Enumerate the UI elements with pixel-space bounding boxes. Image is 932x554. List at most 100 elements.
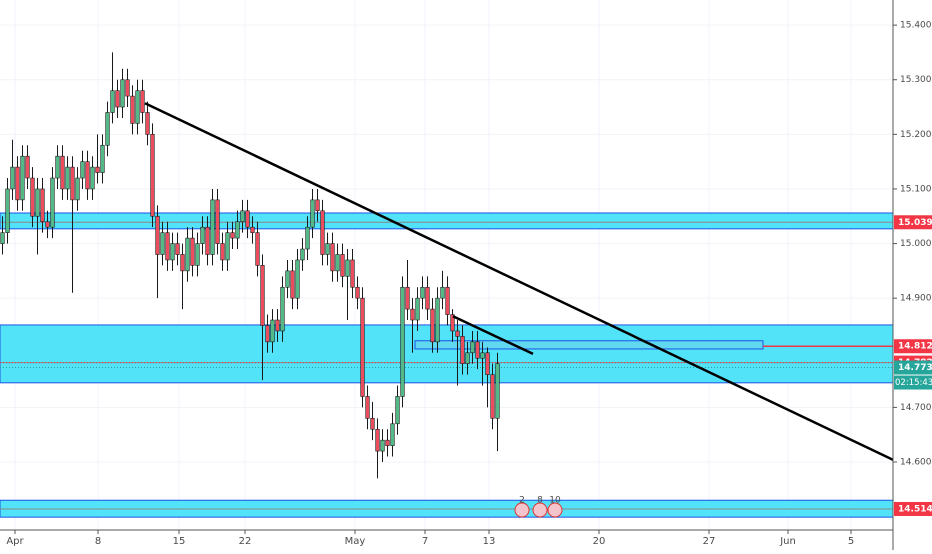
- candle-body: [380, 439, 385, 452]
- candle-body: [310, 199, 315, 228]
- candle-body: [325, 243, 330, 255]
- candle-body: [135, 90, 140, 124]
- candle-body: [440, 286, 445, 299]
- candle-body: [285, 270, 290, 288]
- event-icon: [547, 502, 563, 518]
- candle-body: [200, 226, 205, 244]
- candle-body: [480, 352, 485, 359]
- candle-body: [165, 232, 170, 261]
- y-tick-label: 15.000: [900, 239, 932, 249]
- candle-body: [120, 79, 125, 108]
- candle-body: [10, 166, 15, 190]
- candle-body: [225, 232, 230, 261]
- candle-body: [470, 341, 475, 354]
- candle-body: [385, 439, 390, 446]
- candle-body: [85, 161, 90, 190]
- candle-body: [340, 254, 345, 277]
- y-tick-label: 15.200: [900, 130, 932, 140]
- box: [414, 340, 764, 350]
- candle-body: [145, 112, 150, 135]
- candle-body: [30, 177, 35, 217]
- price-label: 14.514: [898, 504, 932, 514]
- candle-body: [100, 144, 105, 173]
- price-label-bg: [894, 501, 932, 516]
- candle-body: [335, 254, 340, 272]
- candle-body: [60, 155, 65, 190]
- candle-body: [300, 248, 305, 261]
- event-icon: [532, 502, 548, 518]
- candle-body: [425, 286, 430, 310]
- candle-body: [150, 134, 155, 217]
- candle-body: [230, 232, 235, 239]
- candle-body: [90, 166, 95, 190]
- candle-body: [205, 226, 210, 255]
- candle-body: [155, 215, 160, 255]
- candle-body: [485, 352, 490, 375]
- price-label-bg: [894, 360, 932, 375]
- candle-body: [265, 325, 270, 343]
- price-label: 15.039: [898, 218, 932, 228]
- candle-body: [220, 243, 225, 261]
- x-tick-label: 22: [239, 536, 252, 547]
- candle-body: [410, 308, 415, 321]
- candle-body: [445, 286, 450, 315]
- candle-body: [115, 90, 120, 108]
- candle-body: [360, 297, 365, 397]
- candle-body: [25, 155, 30, 179]
- candle-body: [95, 166, 100, 173]
- candle-body: [75, 177, 80, 201]
- candle-body: [210, 199, 215, 255]
- zone: [0, 212, 894, 230]
- x-tick-label: 13: [483, 536, 496, 547]
- candle-body: [55, 155, 60, 179]
- candle-body: [110, 90, 115, 113]
- y-tick-label: 14.900: [900, 294, 932, 304]
- candle-body: [215, 199, 220, 244]
- price-label: 14.773: [898, 363, 932, 373]
- event-label: 10: [549, 496, 561, 506]
- y-axis: [893, 0, 932, 550]
- candle-body: [415, 297, 420, 321]
- candle-body: [140, 90, 145, 113]
- candle-body: [460, 336, 465, 365]
- x-tick-label: 7: [422, 536, 428, 547]
- price-label-bg: [894, 215, 932, 230]
- x-tick-label: 20: [593, 536, 606, 547]
- trendline: [144, 102, 894, 461]
- candle-body: [125, 79, 130, 97]
- candle-body: [280, 286, 285, 332]
- candle-body: [420, 286, 425, 299]
- x-axis: [0, 530, 893, 550]
- candle-body: [345, 259, 350, 277]
- candle-body: [400, 286, 405, 397]
- candle-body: [80, 161, 85, 179]
- event-icon: [514, 502, 530, 518]
- candle-body: [390, 423, 395, 446]
- candle-body: [295, 259, 300, 299]
- candle-body: [185, 237, 190, 272]
- candle-body: [435, 297, 440, 343]
- event-label: 8: [537, 496, 543, 506]
- candle-body: [190, 237, 195, 266]
- candle-body: [305, 226, 310, 250]
- price-label-bg: [894, 339, 932, 354]
- candle-body: [65, 166, 70, 190]
- candle-body: [40, 188, 45, 223]
- candle-body: [160, 232, 165, 255]
- price-label: 14.812: [898, 342, 932, 352]
- candle-body: [490, 374, 495, 419]
- candle-body: [270, 319, 275, 343]
- y-tick-label: 15.300: [900, 75, 932, 85]
- candle-body: [475, 341, 480, 359]
- candle-body: [430, 308, 435, 343]
- countdown: 02:15:43: [895, 378, 932, 388]
- candle-body: [195, 243, 200, 266]
- x-tick-label: 15: [173, 536, 186, 547]
- candle-body: [0, 232, 5, 244]
- candle-body: [290, 270, 295, 299]
- candle-body: [20, 155, 25, 201]
- candle-body: [455, 330, 460, 337]
- candle-body: [240, 210, 245, 223]
- candle-body: [235, 221, 240, 239]
